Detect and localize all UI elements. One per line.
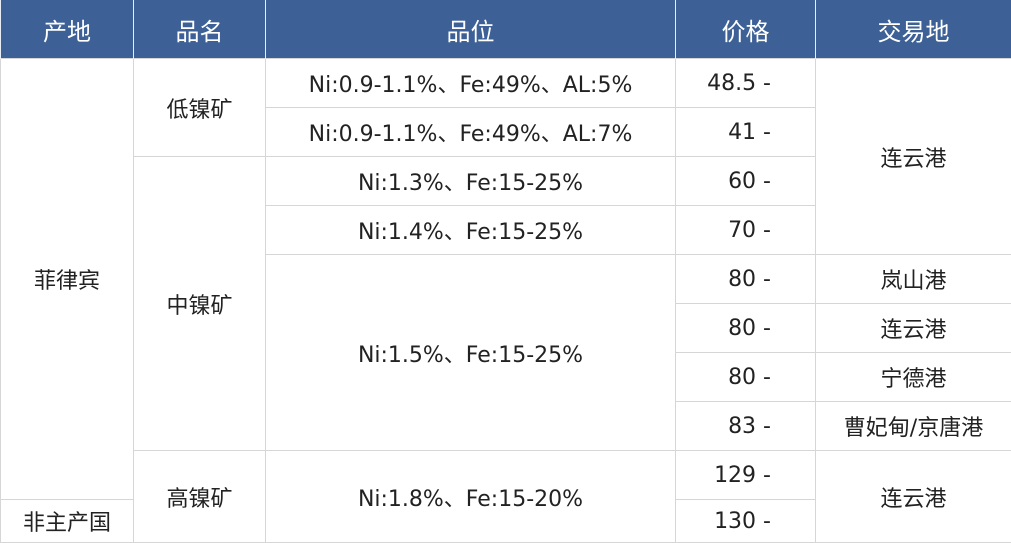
row: 高镍矿 Ni:1.8%、Fe:15-20% 129 - 连云港: [1, 451, 1011, 500]
price: 41 -: [676, 108, 816, 157]
price: 80 -: [676, 353, 816, 402]
row: 菲律宾 低镍矿 Ni:0.9-1.1%、Fe:49%、AL:5% 48.5 - …: [1, 59, 1011, 108]
price: 80 -: [676, 255, 816, 304]
grade: Ni:1.5%、Fe:15-25%: [266, 255, 676, 451]
product: 高镍矿: [134, 451, 266, 543]
price: 129 -: [676, 451, 816, 500]
header-cell: 产地: [1, 0, 134, 59]
header-row: 产地 品名 品位 价格 交易地: [1, 0, 1011, 59]
price: 48.5 -: [676, 59, 816, 108]
origin: 菲律宾: [1, 59, 134, 500]
grade: Ni:1.4%、Fe:15-25%: [266, 206, 676, 255]
price: 70 -: [676, 206, 816, 255]
header-cell: 品名: [134, 0, 266, 59]
header-cell: 品位: [266, 0, 676, 59]
product: 低镍矿: [134, 59, 266, 157]
price: 130 -: [676, 500, 816, 543]
port: 连云港: [816, 451, 1011, 543]
grade: Ni:1.8%、Fe:15-20%: [266, 451, 676, 543]
port: 连云港: [816, 59, 1011, 255]
price: 83 -: [676, 402, 816, 451]
grade: Ni:1.3%、Fe:15-25%: [266, 157, 676, 206]
grade: Ni:0.9-1.1%、Fe:49%、AL:7%: [266, 108, 676, 157]
header-cell: 交易地: [816, 0, 1011, 59]
port: 岚山港: [816, 255, 1011, 304]
port: 曹妃甸/京唐港: [816, 402, 1011, 451]
port: 宁德港: [816, 353, 1011, 402]
product: 中镍矿: [134, 157, 266, 451]
price: 60 -: [676, 157, 816, 206]
grade: Ni:0.9-1.1%、Fe:49%、AL:5%: [266, 59, 676, 108]
header-cell: 价格: [676, 0, 816, 59]
price: 80 -: [676, 304, 816, 353]
origin: 非主产国: [1, 500, 134, 543]
port: 连云港: [816, 304, 1011, 353]
